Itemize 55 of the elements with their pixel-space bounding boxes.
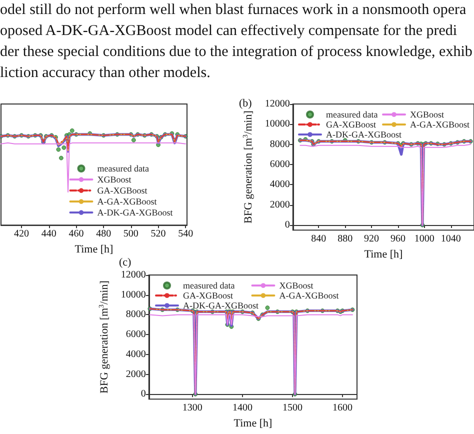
y-tick-label: 8000 [270, 138, 290, 150]
x-tick-label: 1500 [282, 402, 302, 414]
legend-label: measured data [183, 280, 235, 290]
x-tick-label: 500 [123, 228, 138, 240]
x-axis-title: Time [h] [74, 244, 114, 256]
legend-label: A-DK-GA-XGBoost [326, 130, 402, 140]
y-tick-label: 8000 [126, 309, 146, 320]
x-tick-label: 440 [41, 228, 56, 240]
legend-label: XGBoost [97, 174, 132, 185]
y-tick-label: 0 [284, 220, 290, 231]
text: der these special conditions due to the integration of process knowledge, exhib [0, 43, 472, 62]
legend-label: A-DK-GA-XGBoost [97, 208, 174, 218]
text: odel still do not perform well when blast furnaces work in a nonsmooth opera [0, 1, 468, 20]
legend-label: XGBoost [410, 110, 445, 120]
y-tick-label: 10000 [120, 289, 146, 300]
y-tick-label: 2000 [126, 368, 146, 380]
x-axis-title: Time [h] [364, 248, 403, 260]
chart-title: (c) [119, 256, 132, 268]
text: liction accuracy than other models. [0, 64, 212, 83]
x-tick-label: 840 [311, 234, 326, 245]
y-tick-label: 10000 [264, 118, 290, 130]
y-tick-label: 4000 [126, 348, 146, 360]
legend-label: GA-XGBoost [326, 120, 376, 130]
text: oposed A-DK-GA-XGBoost model can effectively compensate for the predi [0, 22, 458, 41]
y-tick-label: 2000 [270, 199, 290, 210]
x-tick-label: 1300 [182, 402, 202, 414]
x-tick-label: 420 [14, 228, 30, 240]
legend-label: GA-XGBoost [183, 290, 234, 300]
legend-label: A-GA-XGBoost [279, 290, 340, 300]
x-tick-label: 1600 [332, 402, 352, 414]
x-tick-label: 1040 [440, 234, 461, 245]
y-tick-label: 12000 [264, 98, 290, 110]
x-tick-label: 460 [68, 228, 84, 240]
x-axis-title: Time [h] [234, 418, 272, 430]
y-tick-label: 6000 [270, 159, 290, 170]
y-tick-label: 12000 [120, 270, 146, 280]
legend-label: A-GA-XGBoost [410, 120, 470, 130]
x-tick-label: 520 [150, 228, 166, 240]
y-tick-label: 6000 [126, 329, 146, 340]
x-tick-label: 880 [338, 234, 353, 245]
x-tick-label: 920 [364, 234, 380, 245]
chart-title: (b) [239, 98, 252, 110]
legend-label: A-DK-GA-XGBoost [183, 300, 259, 310]
y-tick-label: 4000 [270, 179, 290, 190]
legend-label: measured data [326, 110, 378, 120]
x-tick-label: 1400 [232, 402, 252, 414]
x-tick-label: 480 [96, 228, 112, 240]
x-tick-label: 960 [390, 234, 406, 245]
legend-label: measured data [97, 164, 149, 174]
legend-label: XGBoost [279, 280, 314, 290]
legend-label: A-GA-XGBoost [97, 196, 158, 207]
legend-label: GA-XGBoost [97, 186, 148, 196]
y-tick-label: 0 [140, 388, 146, 400]
x-tick-label: 540 [178, 228, 194, 240]
x-tick-label: 1000 [414, 234, 434, 245]
